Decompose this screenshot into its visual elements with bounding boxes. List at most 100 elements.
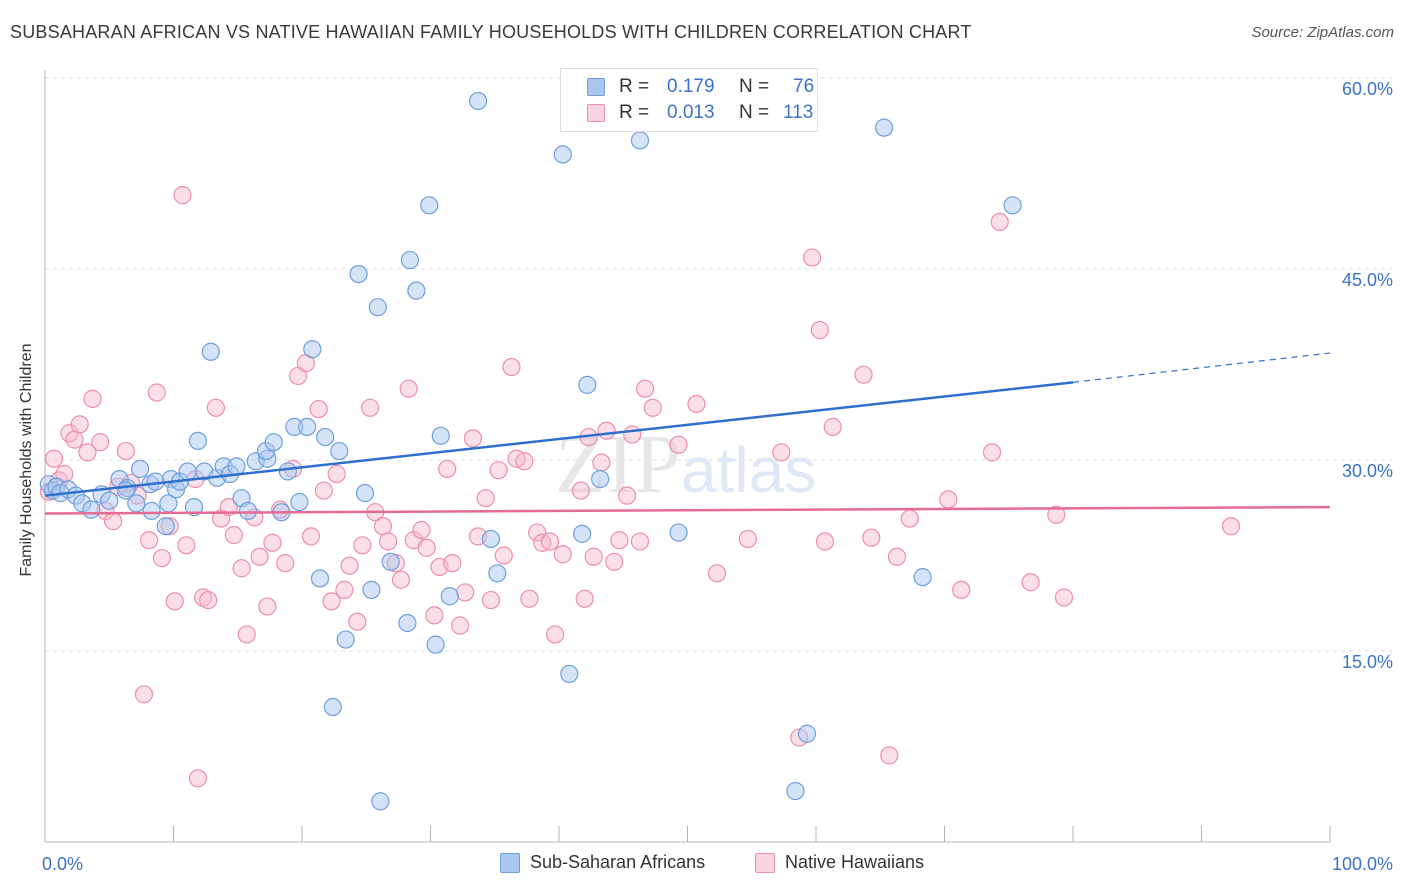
hawaiian-point	[188, 769, 208, 788]
watermark: ZIPatlas	[555, 418, 816, 511]
subsaharan-point	[669, 523, 688, 542]
hawaiian-point	[173, 186, 192, 205]
hawaiian-point	[489, 461, 508, 480]
hawaiian-point	[199, 590, 218, 610]
hawaiian-point	[862, 528, 881, 547]
subsaharan-point	[310, 569, 330, 588]
hawaiian-point	[44, 449, 64, 468]
hawaiian-point	[250, 547, 269, 566]
subsaharan-point	[560, 664, 579, 684]
hawaiian-point	[353, 536, 372, 555]
legend-n-label: N =	[739, 102, 770, 123]
subsaharan-point	[1003, 196, 1022, 215]
y-tick-label: 45.0%	[1342, 270, 1393, 290]
subsaharan-point	[355, 484, 375, 503]
subsaharan-point	[591, 470, 610, 489]
hawaiian-point	[952, 580, 971, 599]
hawaiian-point	[378, 532, 398, 551]
hawaiian-point	[707, 564, 727, 583]
hawaiian-point	[417, 538, 436, 557]
subsaharan-point	[323, 697, 342, 717]
source-label: Source: ZipAtlas.com	[1251, 24, 1394, 41]
x-tick-label: 100.0%	[1332, 854, 1393, 874]
subsaharan-point	[875, 118, 894, 137]
hawaiian-point	[880, 746, 899, 765]
subsaharan-point	[426, 635, 445, 654]
y-tick-label: 15.0%	[1342, 652, 1393, 672]
hawaiian-point	[258, 597, 277, 616]
y-axis-label: Family Households with Children	[18, 343, 35, 577]
subsaharan-point	[481, 529, 500, 549]
hawaiian-point	[887, 547, 907, 566]
hawaiian-point	[635, 379, 655, 398]
hawaiian-point	[481, 590, 500, 610]
hawaiian-point	[193, 588, 213, 607]
subsaharan-point	[264, 433, 283, 452]
subsaharan-point	[407, 281, 426, 300]
hawaiian-point	[592, 453, 611, 472]
subsaharan-point	[553, 145, 572, 164]
subsaharan-point	[336, 630, 355, 649]
hawaiian-point	[139, 531, 159, 550]
subsaharan-point	[786, 781, 805, 801]
hawaiian-point	[810, 321, 829, 340]
legend-r-value: 0.013	[667, 102, 715, 123]
hawaiian-trend-line	[44, 505, 1331, 515]
hawaiian-point	[152, 548, 172, 568]
subsaharan-point	[573, 524, 592, 543]
hawaiian-point	[528, 523, 547, 542]
subsaharan-point	[431, 426, 450, 445]
hawaiian-point	[224, 526, 243, 545]
hawaiian-point	[116, 441, 136, 461]
hawaiian-point	[361, 398, 380, 417]
subsaharan-point	[368, 298, 387, 317]
subsaharan-point	[381, 552, 400, 571]
hawaiian-point	[823, 417, 842, 436]
hawaiian-point	[91, 433, 110, 452]
bottom-legend-swatch-pink	[755, 852, 775, 873]
hawaiian-point	[314, 481, 333, 500]
legend-n-value: 76	[793, 76, 815, 97]
hawaiian-point	[982, 443, 1002, 462]
hawaiian-point	[263, 533, 282, 552]
subsaharan-point	[156, 517, 175, 536]
hawaiian-point	[772, 443, 791, 462]
subsaharan-point	[188, 431, 208, 450]
hawaiian-point	[301, 527, 321, 546]
hawaiian-point	[738, 529, 757, 549]
subsaharan-point	[316, 427, 335, 447]
hawaiian-point	[687, 394, 706, 414]
stats-legend: R = 0.179 N = 76 R = 0.013 N = 113	[560, 68, 818, 132]
subsaharan-point	[178, 462, 197, 481]
subsaharan-point	[420, 196, 439, 215]
hawaiian-point	[900, 509, 919, 528]
hawaiian-point	[177, 536, 196, 555]
bottom-legend-hawaiian: Native Hawaiians	[755, 852, 924, 873]
hawaiian-point	[610, 531, 629, 550]
subsaharan-point	[349, 264, 368, 284]
bottom-legend-label: Sub-Saharan Africans	[530, 852, 706, 872]
hawaiian-point	[494, 546, 513, 565]
hawaiian-point	[309, 399, 328, 419]
subsaharan-point	[298, 417, 317, 436]
hawaiian-point	[1047, 505, 1066, 524]
y-tick-label: 60.0%	[1342, 79, 1393, 99]
subsaharan-point	[238, 501, 258, 521]
hawaiian-point	[83, 389, 102, 408]
hawaiian-point	[399, 379, 418, 398]
hawaiian-point	[237, 625, 256, 644]
hawaiian-point	[1054, 588, 1074, 607]
hawaiian-point	[623, 425, 642, 444]
hawaiian-point	[584, 547, 603, 566]
chart-title: SUBSAHARAN AFRICAN VS NATIVE HAWAIIAN FA…	[10, 22, 972, 42]
hawaiian-point	[939, 490, 958, 509]
hawaiian-point	[412, 520, 431, 540]
subsaharan-point	[468, 91, 488, 111]
subsaharan-point	[142, 501, 161, 521]
hawaiian-point	[815, 532, 835, 551]
legend-row-hawaiian: R = 0.013 N = 113	[561, 101, 813, 125]
bottom-legend-label: Native Hawaiians	[785, 852, 925, 872]
hawaiian-point	[147, 383, 166, 402]
hawaiian-point	[327, 464, 346, 484]
